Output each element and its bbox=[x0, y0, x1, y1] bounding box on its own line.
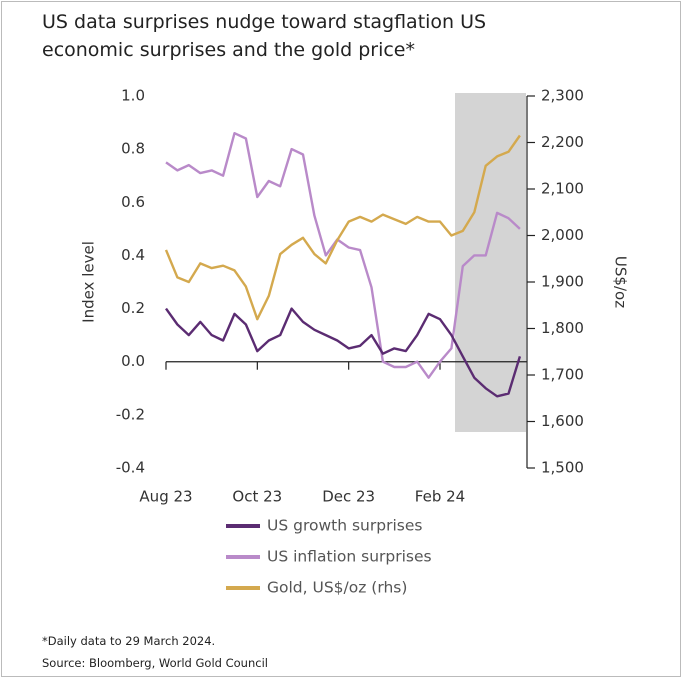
y2-tick-label: 1,900 bbox=[541, 273, 584, 291]
series-line bbox=[165, 307, 522, 398]
y2-tick-label: 2,200 bbox=[541, 133, 584, 151]
y-tick-label: 0.4 bbox=[121, 246, 145, 264]
x-tick-label: Feb 24 bbox=[415, 488, 465, 506]
x-tick-label: Oct 23 bbox=[232, 488, 282, 506]
y-tick-label: 0.8 bbox=[121, 140, 145, 158]
y2-tick-label: 1,500 bbox=[541, 459, 584, 477]
y2-tick-label: 1,600 bbox=[541, 412, 584, 430]
y2-tick-label: 1,800 bbox=[541, 319, 584, 337]
legend-label: Gold, US$/oz (rhs) bbox=[267, 579, 407, 597]
legend-label: US inflation surprises bbox=[267, 548, 432, 566]
footnote: *Daily data to 29 March 2024. bbox=[42, 634, 216, 648]
y2-tick-label: 2,100 bbox=[541, 180, 584, 198]
series-line bbox=[164, 134, 521, 321]
y2-tick-label: 1,700 bbox=[541, 366, 584, 384]
x-tick-label: Aug 23 bbox=[139, 488, 192, 506]
y2-tick-label: 2,000 bbox=[541, 226, 584, 244]
legend-label: US growth surprises bbox=[267, 517, 422, 535]
y-tick-label: 1.0 bbox=[121, 87, 145, 105]
y-tick-label: 0.6 bbox=[121, 193, 145, 211]
source: Source: Bloomberg, World Gold Council bbox=[42, 656, 268, 670]
y-tick-label: -0.2 bbox=[116, 405, 145, 423]
series-line bbox=[165, 132, 521, 379]
y2-axis-label: US$/oz bbox=[612, 256, 630, 308]
y-tick-label: 0.2 bbox=[121, 299, 145, 317]
x-tick-label: Dec 23 bbox=[322, 488, 375, 506]
y2-tick-label: 2,300 bbox=[541, 87, 584, 105]
notes: *Daily data to 29 March 2024. Source: Bl… bbox=[42, 630, 268, 674]
y-tick-label: -0.4 bbox=[116, 459, 145, 477]
chart-title: US data surprises nudge toward stagflati… bbox=[42, 11, 487, 61]
y-axis-label: Index level bbox=[80, 241, 98, 323]
y-tick-label: 0.0 bbox=[121, 352, 145, 370]
